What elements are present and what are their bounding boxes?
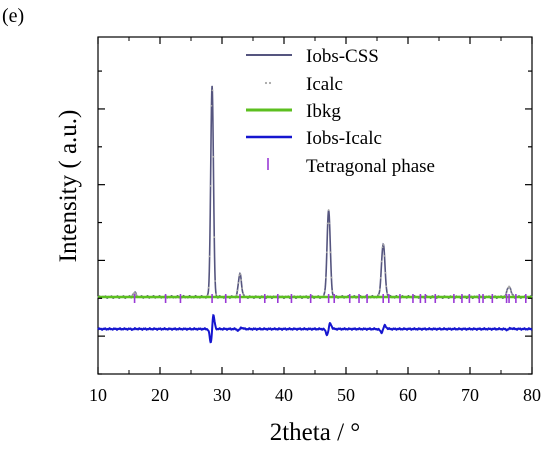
icalc-point	[386, 292, 389, 295]
icalc-point	[377, 293, 380, 296]
y-axis-ticks	[98, 70, 532, 375]
icalc-point	[240, 279, 243, 281]
icalc-point	[380, 260, 383, 263]
icalc-point	[135, 293, 138, 296]
icalc-point	[506, 289, 509, 292]
icalc-point	[378, 288, 381, 291]
icalc-point	[209, 184, 212, 187]
icalc-point	[325, 251, 328, 254]
x-tick-label: 40	[275, 385, 293, 405]
icalc-point	[385, 285, 388, 288]
legend-label-icalc: Icalc	[306, 74, 343, 95]
x-axis-ticks: 10 20 30 40 50 60 70 80	[89, 37, 541, 405]
legend-label-phase: Tetragonal phase	[306, 156, 435, 177]
icalc-point	[384, 271, 387, 274]
icalc-point	[324, 290, 326, 292]
tetragonal-phase-ticks	[133, 294, 527, 303]
icalc-point	[238, 274, 241, 277]
panel-label: (e)	[2, 5, 24, 27]
icalc-point	[242, 292, 244, 295]
icalc-point	[331, 290, 334, 292]
icalc-point	[237, 281, 240, 284]
legend-label-diff: Iobs-Icalc	[306, 128, 382, 149]
icalc-point	[211, 89, 214, 92]
x-tick-label: 70	[461, 385, 479, 405]
x-tick-label: 60	[399, 385, 417, 405]
icalc-point	[510, 292, 513, 295]
x-tick-label: 10	[89, 385, 107, 405]
plot-area	[97, 85, 533, 344]
icalc-point	[327, 209, 330, 211]
icalc-point	[215, 293, 218, 296]
icalc-point	[324, 276, 327, 279]
icalc-point	[208, 255, 211, 258]
x-tick-label: 20	[151, 385, 169, 405]
icalc-point	[509, 286, 511, 289]
icalc-point	[381, 246, 384, 249]
series-diff-line	[97, 313, 533, 344]
legend-label-ibkg: Ibkg	[306, 101, 341, 122]
icalc-point	[212, 155, 215, 158]
legend: Iobs-CSS Icalc Ibkg Iobs-Icalc Tetragona…	[246, 46, 435, 177]
legend-label-iobs: Iobs-CSS	[306, 46, 379, 67]
icalc-point	[329, 251, 332, 254]
icalc-point	[134, 292, 137, 294]
icalc-point	[213, 236, 216, 239]
icalc-point	[508, 285, 510, 288]
x-axis-label: 2theta / °	[270, 419, 361, 446]
icalc-point	[235, 294, 238, 296]
y-axis-label: Intensity ( a.u.)	[55, 110, 82, 263]
icalc-point	[328, 222, 331, 225]
icalc-point	[383, 255, 386, 257]
icalc-point	[210, 104, 213, 107]
icalc-point	[510, 289, 512, 292]
icalc-point	[236, 289, 239, 292]
icalc-point	[507, 286, 510, 289]
icalc-point	[379, 277, 382, 279]
icalc-point	[239, 273, 242, 276]
icalc-point	[326, 222, 329, 225]
x-tick-label: 50	[337, 385, 355, 405]
x-tick-label: 80	[523, 385, 541, 405]
x-tick-label: 30	[213, 385, 231, 405]
icalc-point	[330, 276, 333, 279]
icalc-point	[241, 287, 244, 290]
legend-swatch-icalc	[264, 81, 272, 85]
icalc-point	[382, 243, 385, 246]
icalc-point	[207, 286, 210, 289]
icalc-point	[214, 280, 217, 282]
